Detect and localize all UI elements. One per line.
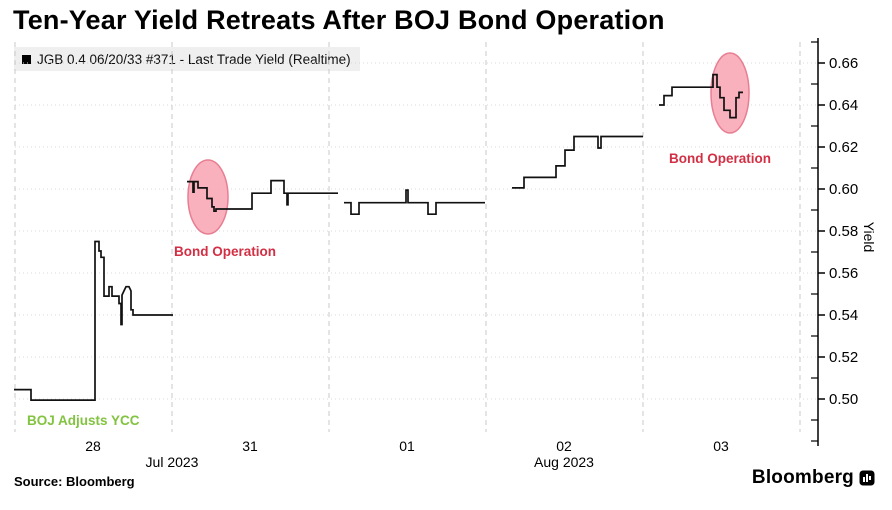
y-axis-title: Yield (861, 222, 877, 253)
x-tick-label: 01 (399, 438, 415, 454)
bond-operation-2-label: Bond Operation (669, 151, 771, 166)
yield-line-jul-28 (14, 240, 173, 401)
yield-line-aug-03 (659, 73, 743, 119)
y-tick-label: 0.54 (829, 307, 858, 324)
y-tick-label: 0.60 (829, 181, 858, 198)
legend-marker-icon (22, 54, 31, 64)
y-tick-label: 0.58 (829, 223, 858, 240)
y-tick-label: 0.62 (829, 139, 858, 156)
bond-operation-highlight (710, 52, 750, 134)
bond-operation-1-label: Bond Operation (174, 244, 276, 259)
x-tick-label: 03 (713, 438, 729, 454)
y-tick-label: 0.64 (829, 97, 858, 114)
yield-line-aug-01 (344, 189, 485, 216)
y-tick-label: 0.66 (829, 55, 858, 72)
x-month-label: Aug 2023 (534, 454, 594, 470)
bond-operation-highlight (187, 159, 229, 235)
y-tick-label: 0.52 (829, 349, 858, 366)
bloomberg-logo-icon (859, 470, 875, 486)
x-month-label: Jul 2023 (146, 454, 199, 470)
x-tick-label: 02 (556, 438, 572, 454)
source-label: Source: Bloomberg (14, 474, 135, 489)
bloomberg-logo: Bloomberg (752, 467, 875, 489)
yield-line-jul-31 (187, 179, 338, 212)
boj-adjusts-ycc-label: BOJ Adjusts YCC (27, 413, 140, 428)
x-tick-label: 31 (242, 438, 258, 454)
yield-line-aug-02 (512, 135, 643, 189)
y-tick-label: 0.56 (829, 265, 858, 282)
legend: JGB 0.4 06/20/33 #371 - Last Trade Yield… (14, 47, 360, 71)
y-tick-label: 0.50 (829, 391, 858, 408)
x-tick-label: 28 (85, 438, 101, 454)
bloomberg-logo-text: Bloomberg (751, 467, 854, 488)
page-title: Ten-Year Yield Retreats After BOJ Bond O… (13, 5, 665, 35)
